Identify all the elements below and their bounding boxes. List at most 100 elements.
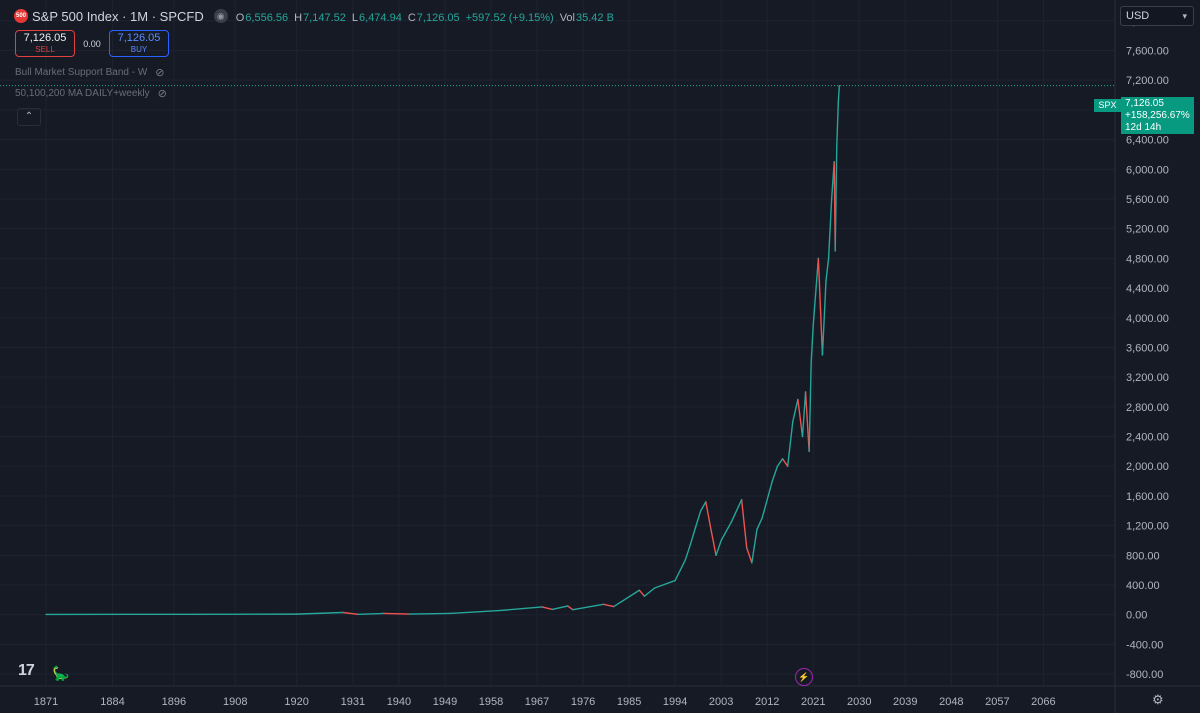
series-segment bbox=[751, 528, 758, 564]
series-segment bbox=[810, 324, 814, 364]
series-segment bbox=[776, 458, 784, 467]
indicator-ma[interactable]: 50,100,200 MA DAILY+weekly ⊘ bbox=[15, 87, 167, 100]
hidden-eye-icon[interactable]: ⊘ bbox=[155, 67, 165, 79]
series-segment bbox=[720, 521, 733, 542]
last-price-value: 7,126.05 bbox=[1125, 98, 1164, 109]
series-segment bbox=[761, 480, 774, 519]
series-segment bbox=[638, 589, 646, 597]
dino-icon[interactable]: 🦕 bbox=[52, 665, 70, 681]
sell-button[interactable]: 7,126.05 SELL bbox=[15, 30, 75, 57]
data-point bbox=[296, 613, 298, 615]
series-segment bbox=[812, 257, 820, 326]
ohlc-values: O6,556.56 H7,147.52 L6,474.94 C7,126.05 +597… bbox=[236, 9, 620, 24]
bar-countdown: 12d 14h bbox=[1125, 122, 1162, 133]
data-point bbox=[551, 608, 553, 610]
data-point bbox=[804, 391, 807, 393]
series-segment bbox=[541, 606, 554, 611]
y-tick-label: 2,800.00 bbox=[1126, 402, 1169, 414]
currency-select[interactable]: USD ▾ bbox=[1120, 6, 1194, 26]
data-point bbox=[643, 595, 646, 597]
data-point bbox=[817, 257, 819, 259]
x-tick-label: 2057 bbox=[985, 696, 1009, 708]
y-tick-label: 1,200.00 bbox=[1126, 521, 1169, 533]
buy-button[interactable]: 7,126.05 BUY bbox=[109, 30, 169, 57]
y-tick-label: 4,800.00 bbox=[1126, 253, 1169, 265]
data-point bbox=[357, 613, 359, 615]
data-point bbox=[810, 361, 812, 363]
series-segment bbox=[756, 517, 763, 531]
series-segment bbox=[792, 398, 799, 423]
series-segment bbox=[295, 611, 344, 615]
data-point bbox=[567, 605, 569, 607]
data-point bbox=[838, 85, 840, 87]
x-tick-label: 1920 bbox=[284, 696, 308, 708]
tradingview-logo-icon[interactable]: 17 bbox=[18, 662, 35, 679]
data-point bbox=[761, 517, 763, 519]
series-segment bbox=[500, 606, 543, 612]
data-point bbox=[715, 554, 717, 556]
series-segment bbox=[808, 361, 812, 453]
series-segment bbox=[700, 501, 707, 512]
series-segment bbox=[567, 605, 574, 611]
time-axis[interactable]: 1871 1884 1896 1908 1920 1931 1940 1949 1958 1967… bbox=[0, 685, 1200, 708]
collapse-legend-button[interactable]: ⌃ bbox=[17, 108, 41, 126]
series-segment bbox=[817, 257, 824, 356]
x-tick-label: 1994 bbox=[663, 696, 687, 708]
x-tick-label: 2012 bbox=[755, 696, 779, 708]
series-segment bbox=[825, 257, 830, 282]
lightning-icon[interactable]: ⚡ bbox=[795, 668, 813, 686]
last-price-tag: 7,126.05 +158,256.67% 12d 14h bbox=[1121, 97, 1194, 134]
chevron-down-icon: ▾ bbox=[1182, 11, 1187, 21]
y-tick-label: 6,000.00 bbox=[1126, 164, 1169, 176]
ohlc-value: 7,147.52 bbox=[303, 11, 346, 24]
ohlc-value: 7,126.05 bbox=[416, 11, 460, 24]
y-tick-label: 400.00 bbox=[1126, 580, 1160, 592]
x-tick-label: 1976 bbox=[571, 696, 595, 708]
eye-icon[interactable]: ◉ bbox=[213, 9, 228, 23]
data-point bbox=[684, 559, 686, 561]
y-tick-label: 2,000.00 bbox=[1126, 461, 1169, 473]
series-segment bbox=[653, 579, 676, 589]
y-tick-label: 3,600.00 bbox=[1126, 342, 1169, 354]
x-tick-label: 2030 bbox=[847, 696, 871, 708]
data-point bbox=[613, 605, 615, 608]
y-tick-label: 7,600.00 bbox=[1126, 45, 1169, 57]
data-point bbox=[408, 613, 410, 615]
data-point bbox=[383, 612, 385, 615]
y-tick-label: -400.00 bbox=[1126, 639, 1163, 651]
ohlc-key: H bbox=[294, 11, 303, 24]
data-point bbox=[638, 589, 640, 591]
x-tick-label: 1871 bbox=[34, 696, 58, 708]
indicator-bull-band[interactable]: Bull Market Support Band - W ⊘ bbox=[15, 66, 165, 79]
data-point bbox=[808, 450, 810, 452]
data-point bbox=[836, 146, 838, 148]
gear-icon[interactable]: ⚙ bbox=[1152, 692, 1164, 707]
data-point bbox=[572, 609, 574, 611]
ohlc-value: +597.52 (+9.15%) bbox=[465, 11, 554, 24]
y-tick-label: -800.00 bbox=[1126, 669, 1163, 681]
currency-label: USD bbox=[1126, 10, 1150, 22]
y-tick-label: 2,400.00 bbox=[1126, 432, 1169, 444]
sell-price: 7,126.05 bbox=[23, 32, 67, 44]
ohlc-key: L bbox=[351, 11, 359, 24]
series-segment bbox=[710, 528, 717, 557]
sell-label: SELL bbox=[35, 45, 55, 54]
chart-grid bbox=[0, 0, 1115, 686]
x-tick-label: 1884 bbox=[100, 696, 124, 708]
data-point bbox=[700, 510, 702, 512]
series-segment bbox=[694, 510, 702, 528]
series-segment bbox=[834, 146, 838, 252]
ohlc-key: O bbox=[235, 11, 245, 24]
hidden-eye-icon[interactable]: ⊘ bbox=[157, 88, 167, 100]
data-point bbox=[771, 480, 773, 482]
symbol-title[interactable]: S&P 500 Index · 1M · SPCFD bbox=[32, 8, 204, 24]
series-segment bbox=[643, 587, 656, 597]
data-point bbox=[801, 435, 804, 438]
data-point bbox=[602, 603, 605, 605]
series-segment bbox=[827, 198, 833, 260]
ohlc-value: 6,474.94 bbox=[359, 11, 402, 24]
data-point bbox=[751, 562, 753, 564]
buy-label: BUY bbox=[130, 45, 148, 54]
data-point bbox=[710, 528, 712, 530]
